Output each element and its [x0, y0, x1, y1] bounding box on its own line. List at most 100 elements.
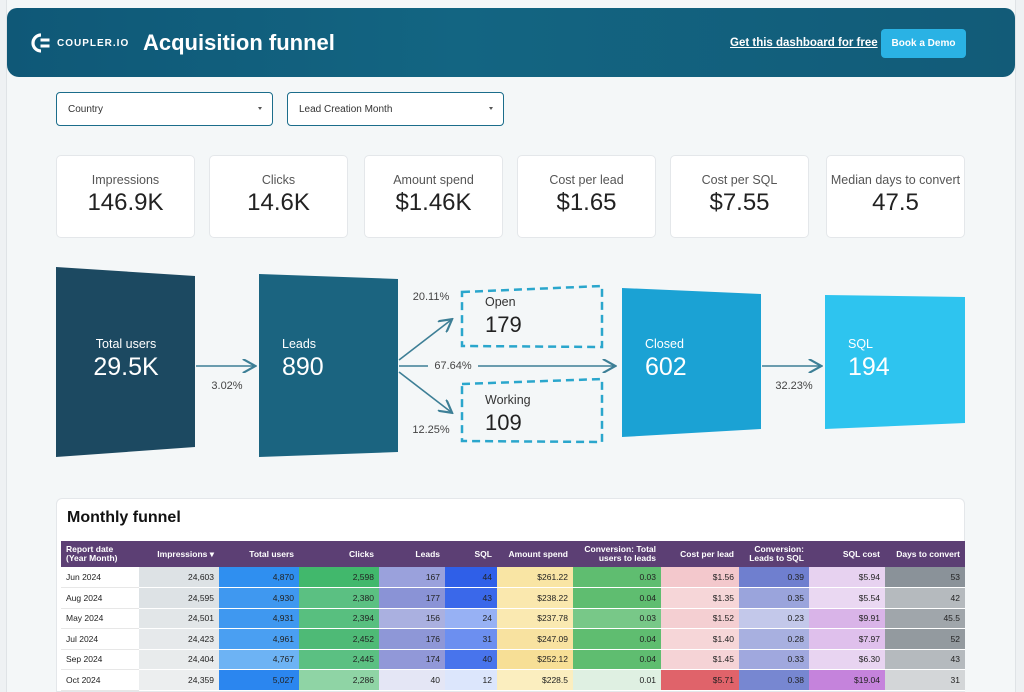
table-cell: 2,598 — [299, 567, 379, 588]
table-cell: Jun 2024 — [61, 567, 139, 588]
funnel-stage-sql[interactable] — [825, 295, 965, 429]
column-header-sql-cost[interactable]: SQL cost — [842, 548, 880, 559]
lead-month-filter[interactable]: Lead Creation Month — [287, 92, 504, 126]
column-header-leads[interactable]: Leads — [415, 548, 440, 559]
funnel-stage-open[interactable] — [460, 284, 604, 349]
table-row[interactable]: Sep 2024 24,404 4,767 2,445 174 40 $252.12 0.04… — [61, 649, 965, 670]
column-header-conversion-users-leads[interactable]: Conversion: Total users to leads — [584, 544, 656, 563]
table-cell: Aug 2024 — [61, 587, 139, 609]
arrow-leads-to-working — [398, 371, 451, 412]
table-cell: 4,767 — [219, 649, 299, 670]
kpi-card-cost-per-lead: Cost per lead $1.65 — [517, 155, 656, 238]
table-row[interactable]: May 2024 24,501 4,931 2,394 156 24 $237.78 0.03… — [61, 608, 965, 629]
column-header-conversion-leads-sql[interactable]: Conversion: Leads to SQL — [749, 544, 804, 563]
kpi-card-cost-per-sql: Cost per SQL $7.55 — [670, 155, 809, 238]
table-cell: 0.03 — [573, 567, 661, 588]
country-filter[interactable]: Country — [56, 92, 273, 126]
coupler-logo[interactable]: COUPLER.IO — [31, 33, 129, 53]
table-cell: 52 — [885, 628, 965, 650]
leads-value: 890 — [282, 353, 324, 381]
table-cell: 0.33 — [739, 649, 809, 670]
rate-closed-bg — [428, 356, 478, 373]
table-cell: 24,423 — [139, 628, 219, 650]
column-header-cost-per-lead[interactable]: Cost per lead — [680, 548, 734, 559]
get-dashboard-link[interactable]: Get this dashboard for free — [730, 37, 878, 49]
table-cell: $238.22 — [497, 587, 573, 609]
table-cell: 2,380 — [299, 587, 379, 609]
table-cell: 0.28 — [739, 628, 809, 650]
table-cell: 0.23 — [739, 608, 809, 629]
column-header-clicks[interactable]: Clicks — [348, 548, 374, 559]
closed-label: Closed — [645, 337, 684, 351]
column-header-days-to-convert[interactable]: Days to convert — [896, 548, 960, 559]
table-row[interactable]: Jun 2024 24,603 4,870 2,598 167 44 $261.22 0.03… — [61, 567, 965, 588]
funnel-stage-leads[interactable] — [259, 274, 398, 457]
kpi-value: 14.6K — [247, 189, 310, 216]
table-cell: 45.5 — [885, 608, 965, 629]
rate-closed: 67.64% — [434, 360, 472, 372]
table-cell: $5.94 — [809, 567, 885, 588]
table-cell: 43 — [885, 649, 965, 670]
table-cell: 0.03 — [573, 608, 661, 629]
table-cell: $261.22 — [497, 567, 573, 588]
table-cell: 2,286 — [299, 669, 379, 691]
kpi-card-clicks: Clicks 14.6K — [209, 155, 348, 238]
table-row[interactable]: Jul 2024 24,423 4,961 2,452 176 31 $247.09 0.04… — [61, 628, 965, 650]
table-cell: 24 — [445, 608, 497, 629]
funnel-stage-total-users[interactable] — [56, 267, 195, 457]
table-cell: $1.35 — [661, 587, 739, 609]
table-cell: 2,394 — [299, 608, 379, 629]
table-cell: 0.04 — [573, 649, 661, 670]
column-header-amount-spend[interactable]: Amount spend — [508, 548, 569, 559]
table-cell: Oct 2024 — [61, 669, 139, 691]
rate-working: 12.25% — [412, 424, 450, 436]
table-cell: 2,452 — [299, 628, 379, 650]
rate-open: 20.11% — [413, 291, 450, 303]
table-cell: 24,595 — [139, 587, 219, 609]
closed-value: 602 — [645, 353, 687, 381]
arrow-leads-to-open — [398, 320, 451, 361]
table-cell: May 2024 — [61, 608, 139, 629]
table-cell: Sep 2024 — [61, 649, 139, 670]
column-header-report-date[interactable]: Report date (Year Month) — [66, 544, 118, 563]
table-cell: 174 — [379, 649, 445, 670]
table-cell: 40 — [379, 669, 445, 691]
funnel-stage-closed[interactable] — [622, 288, 761, 437]
kpi-card-median-days: Median days to convert 47.5 — [826, 155, 965, 238]
rate-users-to-leads: 3.02% — [211, 380, 242, 392]
table-header-row: Report date (Year Month) Impressions ▾ T… — [61, 541, 965, 567]
table-row[interactable]: Aug 2024 24,595 4,930 2,380 177 43 $238.22 0.04… — [61, 587, 965, 609]
table-cell: 24,501 — [139, 608, 219, 629]
table-row[interactable]: Oct 2024 24,359 5,027 2,286 40 12 $228.5 0.01 $5… — [61, 669, 965, 691]
total-users-label: Total users — [96, 337, 156, 351]
table-cell: 167 — [379, 567, 445, 588]
kpi-value: 146.9K — [87, 189, 164, 216]
funnel-stage-working[interactable] — [460, 377, 604, 444]
table-cell: 177 — [379, 587, 445, 609]
kpi-label: Impressions — [91, 173, 160, 187]
kpi-label: Cost per lead — [549, 173, 624, 187]
column-header-total-users[interactable]: Total users — [249, 548, 294, 559]
chevron-down-icon — [489, 107, 493, 110]
table-cell: $247.09 — [497, 628, 573, 650]
table-cell: 0.35 — [739, 587, 809, 609]
column-header-impressions[interactable]: Impressions ▾ — [157, 548, 214, 559]
funnel-diagram: Total users 29.5K 3.02% Leads 890 20.11%… — [56, 267, 965, 457]
kpi-card-impressions: Impressions 146.9K — [56, 155, 195, 238]
table-cell: 0.01 — [573, 669, 661, 691]
table-cell: Jul 2024 — [61, 628, 139, 650]
table-cell: $228.5 — [497, 669, 573, 691]
table-cell: 12 — [445, 669, 497, 691]
table-cell: 4,930 — [219, 587, 299, 609]
monthly-funnel-panel: Monthly funnel Report date (Year Month) … — [56, 498, 965, 692]
kpi-value: $1.46K — [395, 189, 472, 216]
book-demo-button[interactable]: Book a Demo — [881, 29, 966, 58]
table-cell: $1.40 — [661, 628, 739, 650]
table-cell: $1.56 — [661, 567, 739, 588]
table-cell: $1.45 — [661, 649, 739, 670]
table-cell: 0.39 — [739, 567, 809, 588]
chevron-down-icon — [258, 107, 262, 110]
table-cell: 24,359 — [139, 669, 219, 691]
table-cell: 4,961 — [219, 628, 299, 650]
column-header-sql[interactable]: SQL — [474, 548, 492, 559]
